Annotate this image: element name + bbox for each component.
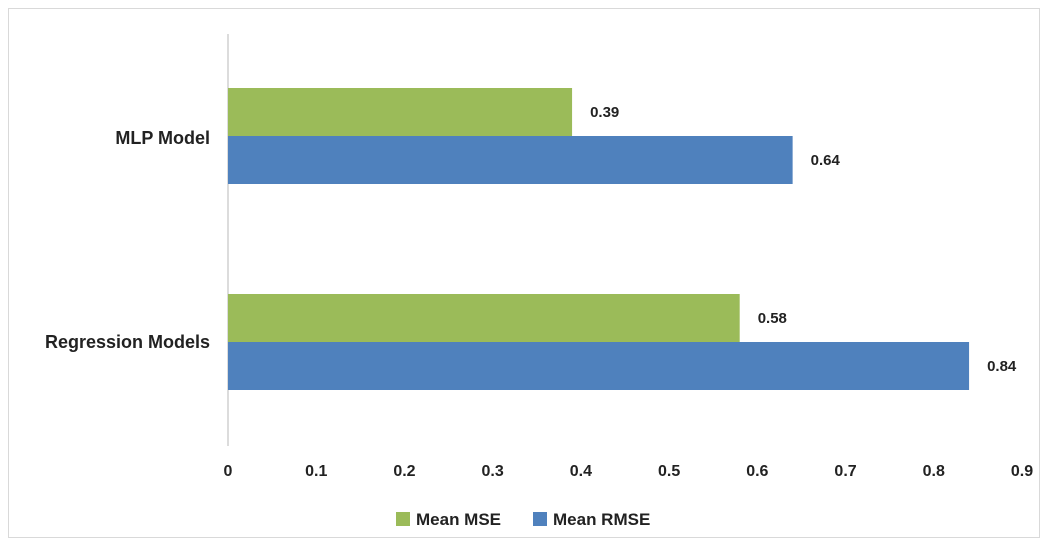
x-tick-label: 0.4 [570,463,592,480]
x-tick-label: 0 [224,463,233,480]
x-tick-label: 0.6 [746,463,768,480]
category-label-mlp-model: MLP Model [115,128,210,148]
legend: Mean MSE Mean RMSE [396,510,650,529]
data-label-regression-mean-rmse: 0.84 [987,358,1017,375]
x-tick-label: 0.2 [393,463,415,480]
bar-regression-mean-mse [228,294,740,342]
category-label-regression-models: Regression Models [45,332,210,352]
legend-label-mean-rmse: Mean RMSE [553,510,650,529]
x-tick-label: 0.9 [1011,463,1033,480]
x-axis-ticks: 0 0.1 0.2 0.3 0.4 0.5 0.6 0.7 0.8 0.9 [224,463,1034,480]
bar-mlp-mean-rmse [228,136,793,184]
x-tick-label: 0.8 [923,463,945,480]
data-label-mlp-mean-rmse: 0.64 [811,152,841,169]
bar-mlp-mean-mse [228,88,573,136]
legend-swatch-mean-mse [396,512,410,526]
x-tick-label: 0.1 [305,463,327,480]
data-label-regression-mean-mse: 0.58 [758,310,787,327]
data-label-mlp-mean-mse: 0.39 [590,104,619,121]
x-tick-label: 0.7 [834,463,856,480]
bar-regression-mean-rmse [228,342,970,390]
legend-label-mean-mse: Mean MSE [416,510,501,529]
x-tick-label: 0.3 [482,463,504,480]
legend-swatch-mean-rmse [533,512,547,526]
x-tick-label: 0.5 [658,463,680,480]
